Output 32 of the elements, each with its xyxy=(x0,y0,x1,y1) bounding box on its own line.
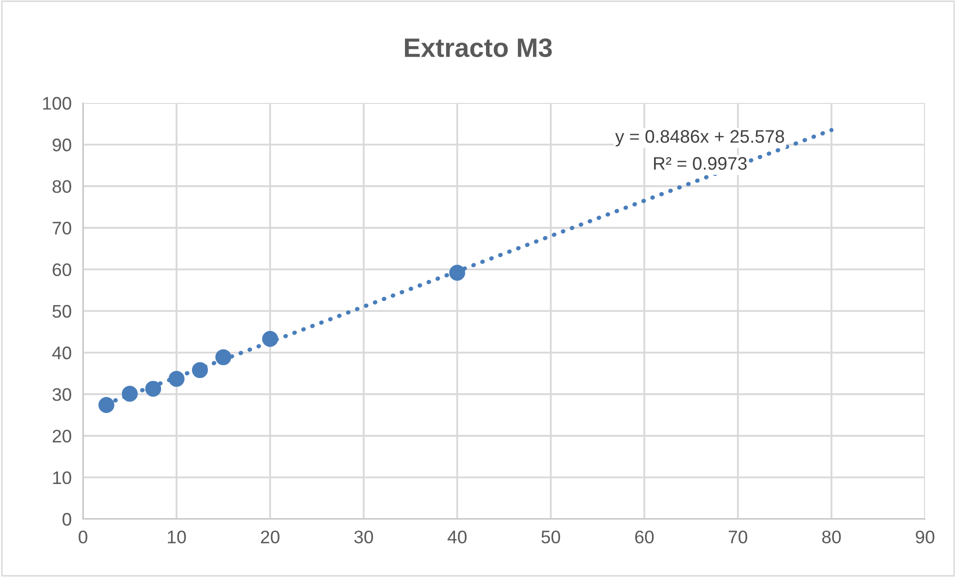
point xyxy=(449,264,466,281)
point xyxy=(122,386,138,402)
x-tick-label: 50 xyxy=(541,530,560,544)
y-tick-label: 80 xyxy=(52,180,72,193)
point xyxy=(192,362,208,378)
x-tick-label: 90 xyxy=(916,530,934,544)
annotation: R² = 0.9973 xyxy=(654,157,747,170)
y-tick-label: 0 xyxy=(62,512,72,526)
x-tick-label: 80 xyxy=(822,530,841,544)
point xyxy=(98,397,114,413)
point xyxy=(262,330,278,347)
x-tick-label: 40 xyxy=(448,530,467,544)
y-tick-label: 90 xyxy=(52,138,72,152)
x-tick-label: 30 xyxy=(354,530,374,544)
annotation: y = 0.8486x + 25.578 xyxy=(615,130,784,146)
x-tick-label: 70 xyxy=(728,530,748,544)
x-tick-label: 10 xyxy=(168,530,186,544)
x-tick-label: 0 xyxy=(78,530,88,544)
y-tick-label: 30 xyxy=(52,388,72,401)
y-tick-label: 40 xyxy=(52,346,72,360)
point xyxy=(145,380,162,397)
x-tick-label: 60 xyxy=(635,530,654,544)
point xyxy=(215,349,232,366)
y-tick-label: 20 xyxy=(52,430,72,443)
y-tick-label: 100 xyxy=(43,96,72,110)
y-tick-label: 60 xyxy=(52,263,72,276)
y-tick-label: 10 xyxy=(53,471,72,484)
x-tick-label: 20 xyxy=(260,530,280,544)
chart-title: Extracto M3 xyxy=(404,38,552,58)
point xyxy=(168,370,185,387)
y-tick-label: 70 xyxy=(52,222,72,235)
y-tick-label: 50 xyxy=(52,304,72,318)
